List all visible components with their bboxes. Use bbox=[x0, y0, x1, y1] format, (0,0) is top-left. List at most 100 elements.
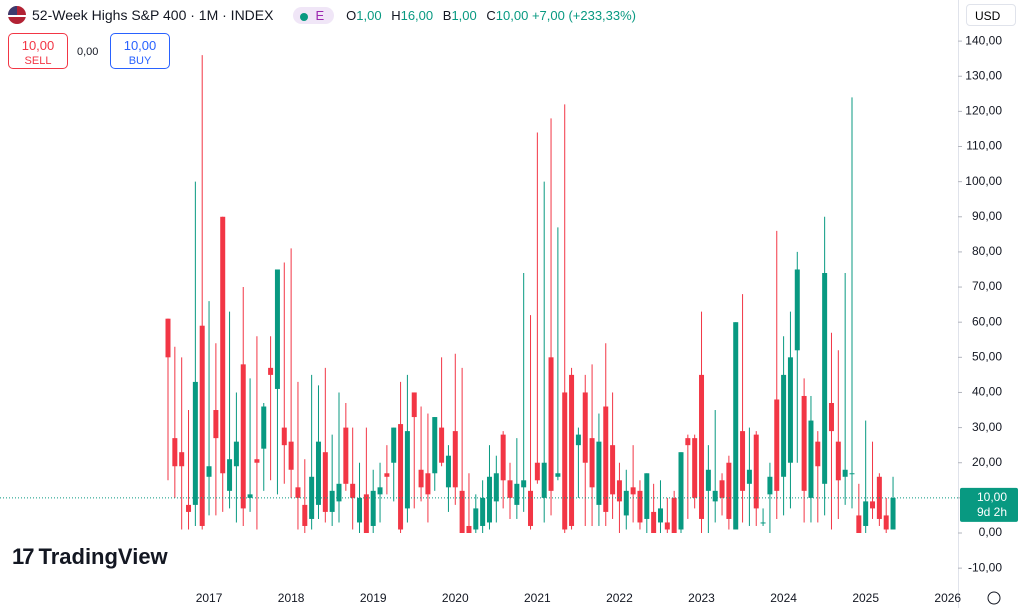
y-tick-label: 70,00 bbox=[972, 279, 1002, 293]
candle-body bbox=[459, 490, 465, 533]
candle-body bbox=[309, 476, 315, 519]
ohlc-value: 1,00 bbox=[356, 7, 382, 23]
candle-body bbox=[849, 473, 855, 475]
candle-body bbox=[439, 427, 445, 463]
ohlc-key: C bbox=[486, 7, 496, 23]
candle-body bbox=[787, 357, 793, 463]
x-tick-label: 2026 bbox=[934, 591, 961, 605]
candle-body bbox=[322, 452, 328, 512]
candle-body bbox=[370, 490, 376, 526]
candle-body bbox=[445, 455, 451, 488]
x-tick-label: 2017 bbox=[196, 591, 223, 605]
candle-body bbox=[398, 424, 404, 530]
candle-body bbox=[808, 420, 814, 498]
candle-body bbox=[712, 490, 718, 502]
candle-body bbox=[589, 438, 595, 488]
candle-body bbox=[493, 473, 499, 502]
candle-body bbox=[514, 483, 520, 505]
candle-body bbox=[671, 497, 677, 533]
candle-body bbox=[254, 459, 260, 463]
candle-body bbox=[699, 374, 705, 519]
candle-body bbox=[240, 364, 246, 509]
candle-body bbox=[261, 406, 267, 449]
candle-body bbox=[521, 480, 527, 488]
candle-body bbox=[528, 490, 534, 526]
candle-body bbox=[740, 431, 746, 491]
candle-body bbox=[651, 511, 657, 533]
candle-body bbox=[418, 469, 424, 488]
y-tick-label: 50,00 bbox=[972, 349, 1002, 363]
candle-body bbox=[575, 434, 581, 446]
candle-body bbox=[186, 504, 192, 512]
spread: 0,00 bbox=[77, 46, 99, 58]
candle-body bbox=[391, 427, 397, 463]
logo-text: TradingView bbox=[38, 544, 168, 569]
y-tick-label: 80,00 bbox=[972, 244, 1002, 258]
last-price-box bbox=[960, 487, 1018, 522]
x-tick-label: 2018 bbox=[278, 591, 305, 605]
candle-body bbox=[336, 483, 342, 502]
candle-body bbox=[863, 501, 869, 526]
candle-body bbox=[822, 273, 828, 484]
ohlc-value: 16,00 bbox=[400, 7, 434, 23]
candle-body bbox=[767, 476, 773, 495]
candle-body bbox=[404, 431, 410, 509]
candle-body bbox=[685, 438, 691, 446]
candle-body bbox=[199, 325, 205, 526]
candle-body bbox=[357, 497, 363, 523]
y-tick-label: 130,00 bbox=[965, 68, 1002, 82]
header: 52-Week Highs S&P 400 · 1M · INDEX E O1,… bbox=[8, 6, 636, 24]
candle-body bbox=[794, 269, 800, 351]
buy-button[interactable]: 10,00 BUY bbox=[110, 33, 170, 69]
candle-body bbox=[363, 494, 369, 533]
candle-body bbox=[425, 473, 431, 495]
candle-body bbox=[733, 322, 739, 530]
y-tick-label: 30,00 bbox=[972, 420, 1002, 434]
sell-button[interactable]: 10,00 SELL bbox=[8, 33, 68, 69]
x-tick-label: 2025 bbox=[852, 591, 879, 605]
y-tick-label: 20,00 bbox=[972, 455, 1002, 469]
candle-body bbox=[377, 487, 383, 495]
candle-body bbox=[295, 487, 301, 498]
currency-select[interactable]: USD bbox=[966, 4, 1016, 26]
y-tick-label: -10,00 bbox=[968, 560, 1002, 574]
y-tick-label: 140,00 bbox=[965, 33, 1002, 47]
candle-body bbox=[480, 497, 486, 526]
candle-body bbox=[828, 403, 834, 432]
candle-body bbox=[274, 269, 280, 389]
candle-body bbox=[548, 357, 554, 491]
candle-body bbox=[692, 438, 698, 498]
ohlc-key: H bbox=[391, 7, 401, 23]
settings-icon bbox=[987, 591, 1001, 605]
candle-body bbox=[623, 490, 629, 516]
ohlc-key: B bbox=[442, 7, 452, 23]
candle-body bbox=[432, 417, 438, 474]
candle-body bbox=[268, 367, 274, 375]
x-tick-label: 2023 bbox=[688, 591, 715, 605]
buy-label: BUY bbox=[128, 55, 152, 67]
x-tick-label: 2024 bbox=[770, 591, 797, 605]
candle-body bbox=[220, 216, 226, 474]
sell-price: 10,00 bbox=[21, 38, 55, 53]
candle-body bbox=[719, 480, 725, 498]
candle-body bbox=[534, 462, 540, 481]
candle-body bbox=[192, 381, 198, 505]
last-price-label: 10,00 bbox=[977, 490, 1007, 504]
candle-body bbox=[350, 483, 356, 498]
candle-body bbox=[411, 392, 417, 418]
symbol-title[interactable]: 52-Week Highs S&P 400 · 1M · INDEX bbox=[32, 7, 274, 23]
candle-body bbox=[781, 374, 787, 477]
y-tick-label: 90,00 bbox=[972, 209, 1002, 223]
candle-body bbox=[657, 508, 663, 523]
ohlc-value: 10,00 bbox=[495, 7, 529, 23]
candle-body bbox=[835, 441, 841, 481]
sell-label: SELL bbox=[24, 55, 52, 67]
candle-body bbox=[500, 434, 506, 481]
candle-body bbox=[247, 494, 253, 498]
candle-body bbox=[644, 473, 650, 519]
candle-body bbox=[213, 410, 219, 439]
candle-body bbox=[596, 441, 602, 505]
candle-body bbox=[384, 473, 390, 477]
ohlc-value: 1,00 bbox=[451, 7, 477, 23]
candle-body bbox=[233, 441, 239, 467]
